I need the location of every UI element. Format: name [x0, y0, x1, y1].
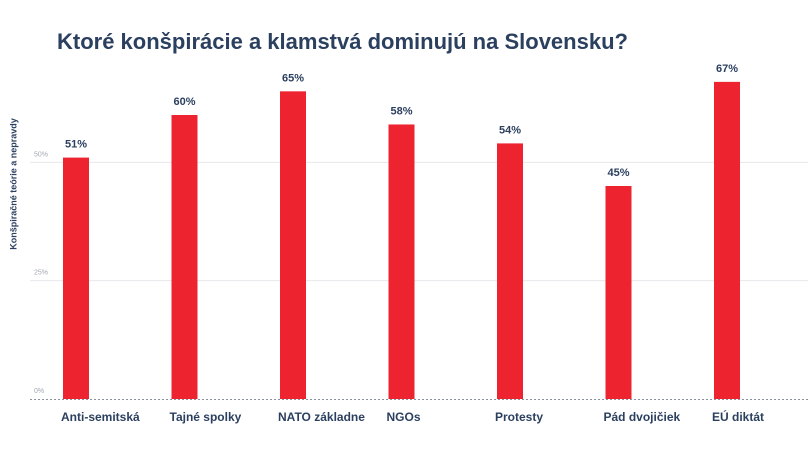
- y-tick-label: 25%: [34, 270, 48, 277]
- bar: [497, 143, 523, 399]
- bar: [63, 157, 89, 399]
- x-tick-label: Pád dvojičiek: [604, 410, 681, 424]
- bar-value-label: 45%: [607, 167, 629, 179]
- x-tick-label: Protesty: [495, 410, 543, 424]
- y-tick-label: 50%: [34, 151, 48, 158]
- bar-value-label: 51%: [65, 139, 87, 151]
- bar-value-label: 54%: [499, 124, 521, 136]
- bar-value-label: 58%: [390, 105, 412, 117]
- x-tick-label: NGOs: [387, 410, 421, 424]
- x-tick-label: Tajné spolky: [170, 410, 242, 424]
- y-tick-label: 0%: [34, 388, 44, 395]
- chart-title: Ktoré konšpirácie a klamstvá dominujú na…: [57, 29, 628, 54]
- bar: [171, 115, 198, 399]
- bar-value-label: 60%: [173, 96, 195, 108]
- bar: [280, 91, 306, 399]
- bar-value-label: 65%: [282, 72, 304, 84]
- x-tick-label: NATO základne: [278, 410, 365, 424]
- bar: [714, 81, 740, 399]
- bar-value-label: 67%: [716, 63, 738, 75]
- bar: [605, 186, 632, 399]
- bar: [388, 124, 415, 399]
- x-tick-label: Anti-semitská: [61, 410, 140, 424]
- x-tick-label: EÚ diktát: [712, 409, 764, 424]
